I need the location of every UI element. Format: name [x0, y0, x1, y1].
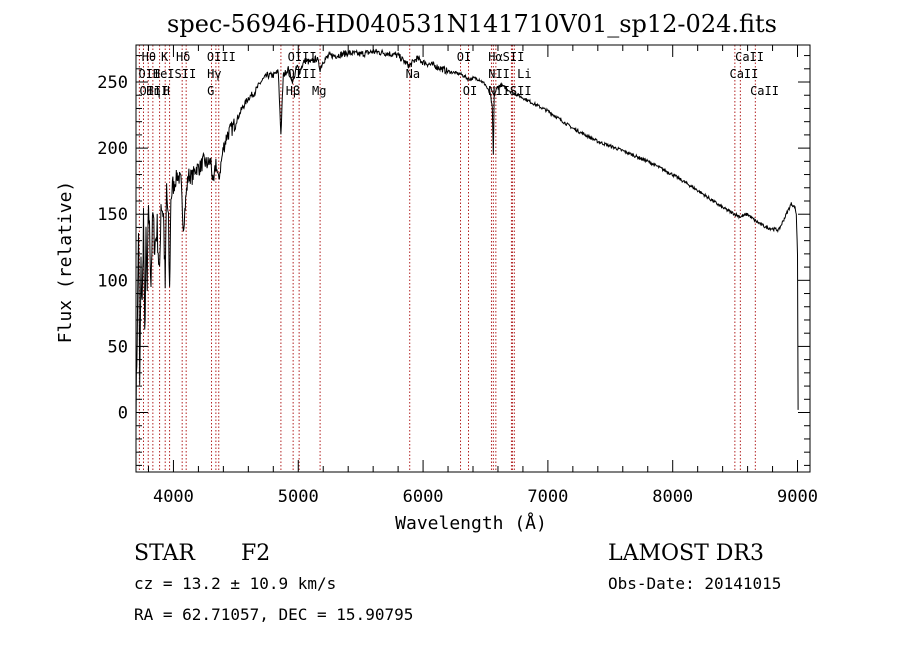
line-id-label-13: Hβ [286, 84, 300, 98]
y-tick-label-1: 50 [108, 337, 128, 357]
obs-date-text: Obs-Date: 20141015 [608, 574, 781, 593]
line-id-label-15: Na [406, 67, 420, 81]
chart-title: spec-56946-HD040531N141710V01_sp12-024.f… [167, 10, 777, 38]
line-id-label-19: NII Li [488, 67, 531, 81]
line-id-label-3: OIII [139, 84, 168, 98]
y-tick-label-0: 0 [118, 404, 128, 424]
x-tick-label-0: 4000 [153, 487, 194, 507]
line-id-label-0: Hθ [142, 50, 156, 64]
object-subclass: F2 [241, 541, 270, 566]
line-id-label-5: HeISII [153, 67, 196, 81]
plot-area: 4000 5000 6000 7000 8000 9000 0 50 100 150 200 250 H… [97, 44, 818, 507]
x-tick-label-3: 7000 [527, 487, 568, 507]
x-tick-label-5: 9000 [777, 487, 818, 507]
y-tick-label-3: 150 [97, 205, 128, 225]
plot-frame [135, 44, 811, 473]
y-tick-label-5: 250 [97, 73, 128, 93]
line-id-label-17: OI [463, 84, 477, 98]
line-id-label-7: H [163, 84, 170, 98]
radec-text: RA = 62.71057, DEC = 15.90795 [134, 605, 413, 624]
line-id-label-23: CaII [750, 84, 779, 98]
line-id-label-16: OI [457, 50, 471, 64]
object-class: STAR [134, 541, 196, 566]
x-tick-label-4: 8000 [652, 487, 693, 507]
y-tick-label-4: 200 [97, 139, 128, 159]
y-axis-label: Flux (relative) [55, 181, 76, 344]
x-tick-label-2: 6000 [403, 487, 444, 507]
line-id-label-11: OIII [288, 50, 317, 64]
line-id-label-1: Hδ [176, 50, 190, 64]
line-id-label-20: NIISII [488, 84, 531, 98]
y-tick-label-2: 100 [97, 271, 128, 291]
x-axis-label: Wavelength (Å) [395, 512, 547, 534]
line-id-label-9: Hγ [207, 67, 221, 81]
x-tick-label-1: 5000 [278, 487, 319, 507]
line-id-label-18: HαSII [488, 50, 524, 64]
line-id-label-22: CaII [729, 67, 758, 81]
line-id-label-4: K [161, 50, 169, 64]
redshift-text: cz = 13.2 ± 10.9 km/s [134, 574, 336, 593]
line-id-label-14: Mg [312, 84, 326, 98]
line-id-label-12: OIII [288, 67, 317, 81]
line-id-label-21: CaII [735, 50, 764, 64]
line-id-label-2: OII [138, 67, 160, 81]
spectrum-line [135, 48, 799, 430]
line-id-label-10: G [207, 84, 214, 98]
survey-name: LAMOST DR3 [608, 541, 764, 566]
line-id-label-6: Hη [146, 84, 160, 98]
line-id-label-8: OIII [207, 50, 236, 64]
